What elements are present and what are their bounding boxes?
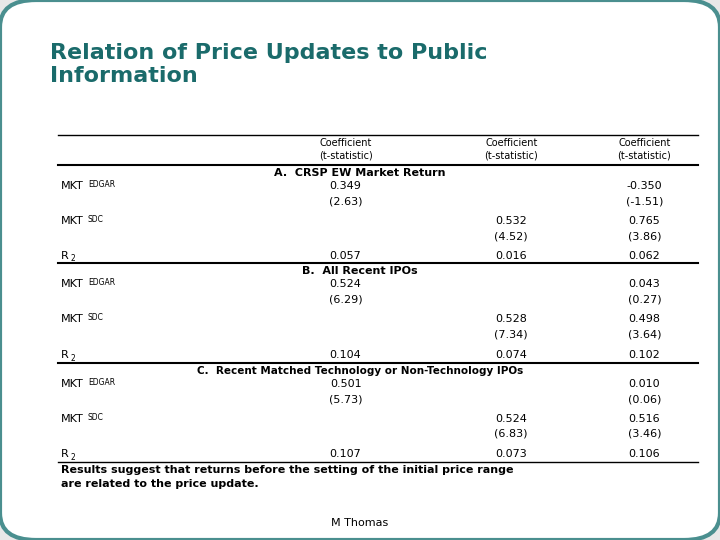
Text: 0.516: 0.516 [629, 414, 660, 424]
Text: 0.104: 0.104 [330, 350, 361, 360]
Text: (0.06): (0.06) [628, 394, 661, 404]
Text: 0.106: 0.106 [629, 449, 660, 460]
Text: (6.83): (6.83) [495, 429, 528, 439]
Text: MKT: MKT [61, 414, 84, 424]
Text: 0.524: 0.524 [330, 279, 361, 289]
Text: 0.532: 0.532 [495, 216, 527, 226]
Text: MKT: MKT [61, 181, 84, 191]
Text: 0.043: 0.043 [629, 279, 660, 289]
Text: (5.73): (5.73) [329, 394, 362, 404]
Text: EDGAR: EDGAR [88, 180, 115, 189]
Text: (3.86): (3.86) [628, 231, 661, 241]
Text: SDC: SDC [88, 313, 104, 322]
Text: Coefficient
(t-statistic): Coefficient (t-statistic) [485, 138, 538, 160]
Text: M Thomas: M Thomas [331, 518, 389, 529]
Text: MKT: MKT [61, 314, 84, 325]
Text: B.  All Recent IPOs: B. All Recent IPOs [302, 266, 418, 276]
Text: (3.46): (3.46) [628, 429, 661, 439]
Text: 0.102: 0.102 [629, 350, 660, 360]
Text: 0.349: 0.349 [330, 181, 361, 191]
Text: 0.498: 0.498 [629, 314, 660, 325]
Text: (6.29): (6.29) [329, 294, 362, 305]
Text: R: R [61, 350, 69, 360]
Text: 2: 2 [71, 453, 76, 462]
Text: -0.350: -0.350 [626, 181, 662, 191]
Text: (0.27): (0.27) [628, 294, 661, 305]
Text: 0.765: 0.765 [629, 216, 660, 226]
Text: 0.501: 0.501 [330, 379, 361, 389]
Text: (-1.51): (-1.51) [626, 196, 663, 206]
Text: 0.528: 0.528 [495, 314, 527, 325]
Text: R: R [61, 449, 69, 460]
Text: R: R [61, 251, 69, 261]
Text: 2: 2 [71, 254, 76, 264]
Text: C.  Recent Matched Technology or Non-Technology IPOs: C. Recent Matched Technology or Non-Tech… [197, 366, 523, 376]
Text: MKT: MKT [61, 279, 84, 289]
Text: MKT: MKT [61, 216, 84, 226]
Text: 0.524: 0.524 [495, 414, 527, 424]
Text: 0.016: 0.016 [495, 251, 527, 261]
Text: 0.010: 0.010 [629, 379, 660, 389]
Text: 0.057: 0.057 [330, 251, 361, 261]
Text: EDGAR: EDGAR [88, 378, 115, 387]
Text: Results suggest that returns before the setting of the initial price range
are r: Results suggest that returns before the … [61, 465, 513, 489]
Text: 0.074: 0.074 [495, 350, 527, 360]
Text: (4.52): (4.52) [495, 231, 528, 241]
Text: SDC: SDC [88, 215, 104, 224]
Text: Relation of Price Updates to Public
Information: Relation of Price Updates to Public Info… [50, 43, 488, 86]
Text: (7.34): (7.34) [495, 329, 528, 340]
Text: 2: 2 [71, 354, 76, 363]
Text: SDC: SDC [88, 413, 104, 422]
Text: Coefficient
(t-statistic): Coefficient (t-statistic) [319, 138, 372, 160]
Text: 0.107: 0.107 [330, 449, 361, 460]
Text: EDGAR: EDGAR [88, 278, 115, 287]
Text: A.  CRSP EW Market Return: A. CRSP EW Market Return [274, 168, 446, 179]
Text: MKT: MKT [61, 379, 84, 389]
Text: Coefficient
(t-statistic): Coefficient (t-statistic) [618, 138, 671, 160]
Text: 0.062: 0.062 [629, 251, 660, 261]
Text: 0.073: 0.073 [495, 449, 527, 460]
Text: (2.63): (2.63) [329, 196, 362, 206]
Text: (3.64): (3.64) [628, 329, 661, 340]
